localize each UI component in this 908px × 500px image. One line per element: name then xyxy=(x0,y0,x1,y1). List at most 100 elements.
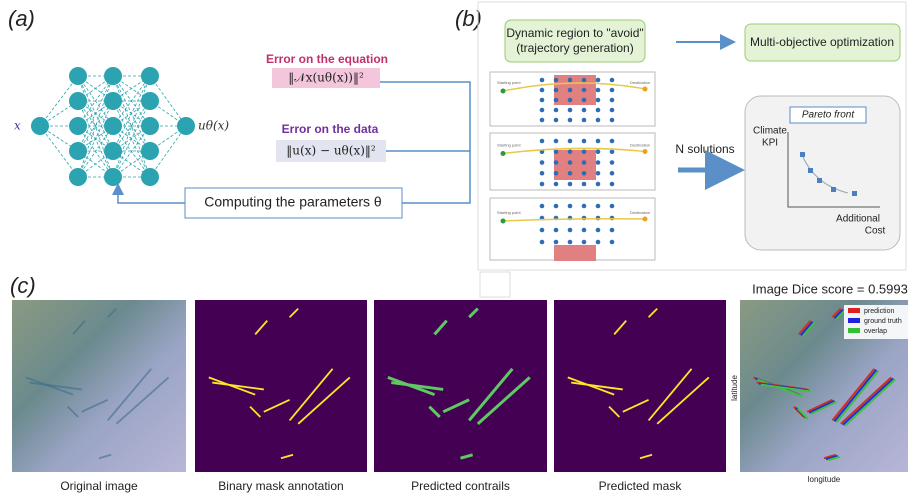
node xyxy=(141,142,159,160)
grid-dot xyxy=(610,98,615,103)
solutions-label: N solutions xyxy=(675,142,734,156)
node xyxy=(31,117,49,135)
node xyxy=(177,117,195,135)
x-axis-label: longitude xyxy=(808,475,841,484)
grid-dot xyxy=(568,108,573,113)
dynamic-region-text: (trajectory generation) xyxy=(516,41,633,55)
equation-error-formula: ‖𝒩x(uθ(x))‖² xyxy=(288,71,364,85)
route-panels: Starting point Destination Starting point D… xyxy=(490,72,655,261)
grid-dot xyxy=(582,118,587,123)
grid-dot xyxy=(596,98,601,103)
grid-dot xyxy=(610,108,615,113)
node xyxy=(104,168,122,186)
grid-dot xyxy=(582,108,587,113)
grid-dot xyxy=(610,149,615,154)
grid-dot xyxy=(610,88,615,93)
grid-dot xyxy=(540,108,545,113)
grid-dot xyxy=(582,240,587,245)
legend-label: prediction xyxy=(864,308,894,315)
grid-dot xyxy=(540,171,545,176)
start-point xyxy=(501,89,506,94)
start-label: Starting point xyxy=(497,143,521,148)
grid-dot xyxy=(554,228,559,233)
grid-dot xyxy=(554,78,559,83)
destination-label: Destination xyxy=(630,210,650,215)
grid-dot xyxy=(568,182,573,187)
grid-dot xyxy=(582,88,587,93)
grid-dot xyxy=(540,228,545,233)
grid-dot xyxy=(596,228,601,233)
grid-dot xyxy=(554,139,559,144)
grid-dot xyxy=(554,149,559,154)
grid-dot xyxy=(610,216,615,221)
grid-dot xyxy=(554,108,559,113)
caption: Predicted contrails xyxy=(411,479,510,493)
panel-label: (c) xyxy=(10,273,36,298)
node xyxy=(141,92,159,110)
node xyxy=(141,67,159,85)
node xyxy=(69,168,87,186)
grid-dot xyxy=(568,98,573,103)
node xyxy=(104,117,122,135)
grid-dot xyxy=(540,98,545,103)
grid-dot xyxy=(596,88,601,93)
grid-dot xyxy=(596,216,601,221)
equation-error-title: Error on the equation xyxy=(266,52,388,66)
pareto-x-label: Additional xyxy=(836,214,880,225)
destination-label: Destination xyxy=(630,143,650,148)
legend-label: overlap xyxy=(864,328,887,335)
grid-dot xyxy=(596,204,601,209)
grid-dot xyxy=(596,139,601,144)
grid-dot xyxy=(540,204,545,209)
optimization-text: Multi-objective optimization xyxy=(750,35,894,49)
grid-dot xyxy=(554,204,559,209)
grid-dot xyxy=(568,171,573,176)
connector xyxy=(118,186,185,203)
grid-dot xyxy=(568,118,573,123)
grid-dot xyxy=(540,240,545,245)
pareto-title: Pareto front xyxy=(802,110,855,121)
grid-dot xyxy=(540,182,545,187)
output-label: uθ(x) xyxy=(198,119,229,133)
node xyxy=(104,142,122,160)
grid-dot xyxy=(596,182,601,187)
grid-dot xyxy=(582,228,587,233)
grid-dot xyxy=(610,240,615,245)
node xyxy=(104,67,122,85)
grid-dot xyxy=(540,160,545,165)
grid-dot xyxy=(554,160,559,165)
grid-dot xyxy=(610,171,615,176)
start-label: Starting point xyxy=(497,210,521,215)
legend-swatch xyxy=(848,328,860,333)
node xyxy=(69,67,87,85)
grid-dot xyxy=(554,171,559,176)
grid-dot xyxy=(540,88,545,93)
node xyxy=(104,92,122,110)
legend-label: ground truth xyxy=(864,318,902,325)
grid-dot xyxy=(554,240,559,245)
feedback-text: Computing the parameters θ xyxy=(204,194,382,210)
grid-dot xyxy=(568,139,573,144)
legend-swatch xyxy=(848,308,860,313)
caption: Original image xyxy=(60,479,138,493)
start-point xyxy=(501,219,506,224)
grid-dot xyxy=(568,160,573,165)
grid-dot xyxy=(582,149,587,154)
grid-dot xyxy=(596,108,601,113)
pareto-y-label: Climate xyxy=(753,126,787,137)
dice-score: Image Dice score = 0.5993 xyxy=(752,281,908,296)
figure: (a) x uθ(x) Error on the equation ‖𝒩x(uθ… xyxy=(0,0,908,495)
grid-dot xyxy=(554,182,559,187)
grid-dot xyxy=(582,171,587,176)
start-label: Starting point xyxy=(497,80,521,85)
grid-dot xyxy=(596,160,601,165)
caption: Predicted mask xyxy=(599,479,683,493)
grid-dot xyxy=(582,139,587,144)
node xyxy=(69,117,87,135)
grid-dot xyxy=(582,78,587,83)
connector xyxy=(380,82,470,203)
grid-dot xyxy=(582,98,587,103)
start-point xyxy=(501,151,506,156)
grid-dot xyxy=(610,118,615,123)
grid-dot xyxy=(596,171,601,176)
